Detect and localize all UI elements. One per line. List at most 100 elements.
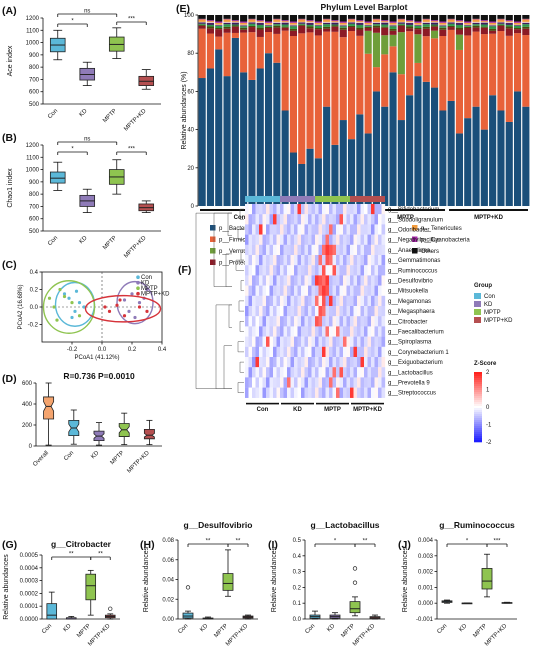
colorbar-segment (474, 432, 482, 435)
group-bar (281, 402, 314, 405)
bar-segment-p__Bacteroidetes (439, 110, 447, 206)
heatmap-cell (308, 234, 312, 245)
heatmap-cell (276, 316, 281, 327)
group-annotation-MPTP (315, 196, 350, 202)
box-Con (49, 171, 66, 184)
x-tick-label: Con (436, 623, 448, 635)
heatmap-cell (273, 306, 277, 317)
heatmap-cell (336, 285, 340, 296)
heatmap-cell (301, 326, 305, 337)
heatmap-cell (381, 377, 386, 388)
heatmap-cell (374, 326, 379, 337)
heatmap-cell (381, 204, 386, 215)
heatmap-cell (248, 255, 253, 266)
bar-segment-p__Deferribacteres (198, 22, 206, 24)
heatmap-cell (318, 346, 323, 358)
heatmap-cell (287, 255, 291, 266)
heatmap-cell (308, 285, 312, 296)
heatmap-cell (364, 377, 368, 388)
heatmap-cell (353, 367, 358, 378)
heatmap-cell (339, 224, 344, 235)
panel-title: g__Lactobacillus (311, 520, 380, 530)
legend-label: Con (141, 275, 152, 281)
heatmap-cell (357, 387, 361, 398)
heatmap-cell (294, 244, 298, 256)
bar-segment-p__Deferribacteres (314, 25, 322, 26)
group-label: KD (293, 407, 302, 413)
heatmap-cell (339, 336, 344, 347)
bar-segment-Others (306, 15, 314, 21)
bar-segment-p__Cyanobacteria (339, 21, 347, 23)
heatmap-cell (262, 306, 267, 317)
heatmap-cell (248, 295, 253, 307)
bar-segment-Others (389, 15, 397, 22)
point-KD (122, 298, 127, 302)
bar-segment-p__Tenericutes (513, 22, 522, 25)
bar-segment-p__Bacteroidetes (356, 114, 364, 206)
bar-segment-p__Cyanobacteria (264, 21, 273, 23)
bar-segment-p__Deferribacteres (231, 22, 239, 25)
y-tick-label: 0.04 (162, 578, 174, 584)
heatmap-cell (353, 285, 358, 296)
bar-segment-p__Firmicutes (422, 36, 430, 82)
heatmap-cell (367, 295, 372, 307)
bar-segment-p__Epsilonbacteraeota (356, 24, 364, 28)
heatmap-cell (297, 357, 302, 368)
heatmap-cell (339, 377, 344, 388)
heatmap-cell (273, 357, 277, 368)
heatmap-cell (248, 265, 253, 276)
bar-segment-p__Patescibacteria (314, 24, 322, 26)
bar-segment-p__Tenericutes (248, 19, 256, 22)
heatmap-cell (287, 265, 291, 276)
bar-segment-p__Proteobacteria (522, 28, 530, 36)
legend-swatch-MPTP (474, 309, 481, 315)
colorbar-segment (474, 380, 482, 383)
heatmap-cell (350, 275, 354, 286)
heatmap-cell (336, 265, 340, 276)
bar-segment-Others (480, 15, 488, 21)
row-label: g__Megasphaera (388, 309, 435, 315)
bar-segment-p__Bacteroidetes (273, 62, 281, 206)
bar-segment-p__Actinobacteria (281, 26, 289, 28)
significance-label: *** (493, 539, 501, 545)
heatmap-cell (357, 214, 361, 225)
heatmap-cell (315, 295, 319, 307)
heatmap-cell (346, 234, 351, 245)
box-Overall (43, 396, 55, 420)
bar-segment-p__Tenericutes (264, 22, 273, 25)
y-axis-label: PCoA2 (16.68%) (18, 284, 24, 329)
heatmap-cell (343, 214, 347, 225)
x-tick-label: Con (63, 450, 75, 462)
heatmap-cell (287, 377, 291, 388)
bar-segment-p__Epsilonbacteraeota (281, 24, 289, 27)
heatmap-cell (266, 346, 270, 358)
bar-segment-p__Proteobacteria (406, 28, 414, 32)
heatmap-cell (280, 204, 284, 215)
bar-segment-p__Tenericutes (497, 19, 505, 22)
bar-segment-p__Bacteroidetes (331, 144, 339, 206)
heatmap-cell (346, 387, 351, 398)
heatmap-cell (378, 346, 382, 358)
heatmap-cell (262, 244, 267, 256)
heatmap-cell (346, 377, 351, 388)
heatmap-cell (294, 306, 298, 317)
heatmap-cell (308, 326, 312, 337)
heatmap-cell (304, 316, 309, 327)
bar-segment-p__Cyanobacteria (464, 21, 472, 23)
box-MPTP (85, 573, 97, 601)
heatmap-cell (290, 224, 295, 235)
heatmap-cell (318, 214, 323, 225)
colorbar-segment (474, 422, 482, 425)
bar-segment-p__Epsilonbacteraeota (497, 23, 505, 25)
heatmap-cell (290, 275, 295, 286)
heatmap-cell (262, 377, 267, 388)
legend-label: p__Cyanobacteria (421, 238, 470, 244)
bar-segment-p__Patescibacteria (323, 21, 331, 23)
heatmap-cell (336, 326, 340, 337)
bar-segment-p__Tenericutes (256, 21, 264, 23)
bar-segment-p__Firmicutes (323, 31, 331, 107)
heatmap-cell (367, 336, 372, 347)
y-tick-label: 0.2 (293, 585, 302, 591)
heatmap-cell (276, 357, 281, 368)
heatmap-cell (332, 377, 337, 388)
